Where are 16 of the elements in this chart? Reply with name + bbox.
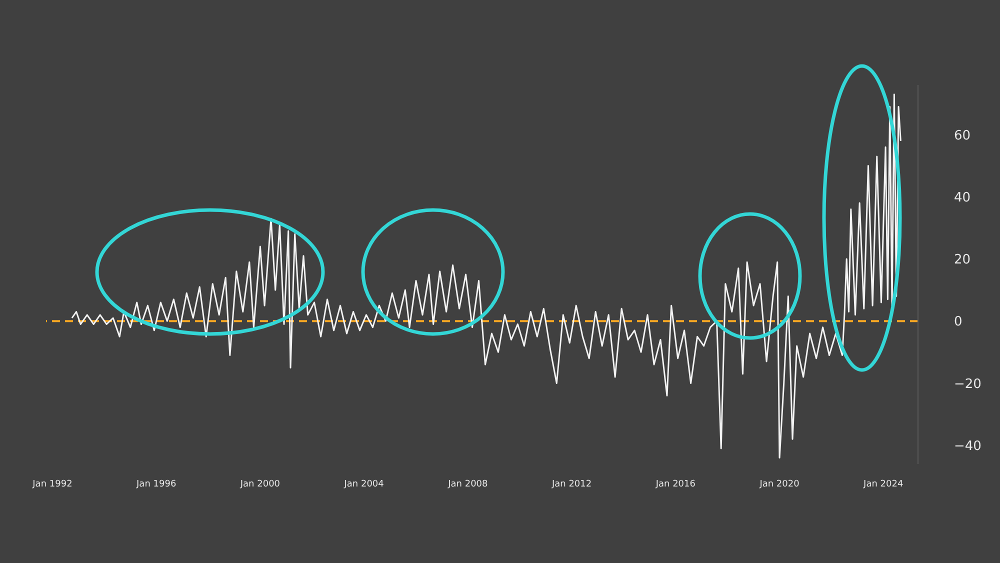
x-tick-label: Jan 2012 bbox=[550, 479, 592, 490]
y-tick-label: −40 bbox=[954, 438, 982, 454]
x-tick-label: Jan 2000 bbox=[239, 479, 280, 490]
y-tick-label: 0 bbox=[954, 314, 962, 330]
x-tick-label: Jan 2004 bbox=[343, 479, 384, 490]
y-tick-label: 60 bbox=[954, 128, 971, 144]
x-tick-label: Jan 2020 bbox=[758, 479, 800, 490]
x-tick-label: Jan 1992 bbox=[32, 479, 72, 490]
x-tick-label: Jan 2008 bbox=[447, 479, 488, 490]
x-tick-label: Jan 1996 bbox=[136, 479, 176, 490]
x-tick-label: Jan 2016 bbox=[654, 479, 696, 490]
y-tick-label: 40 bbox=[954, 190, 971, 206]
x-tick-label: Jan 2024 bbox=[862, 479, 904, 490]
y-tick-label: −20 bbox=[954, 376, 982, 392]
y-tick-label: 20 bbox=[954, 252, 971, 268]
line-series bbox=[71, 94, 902, 459]
